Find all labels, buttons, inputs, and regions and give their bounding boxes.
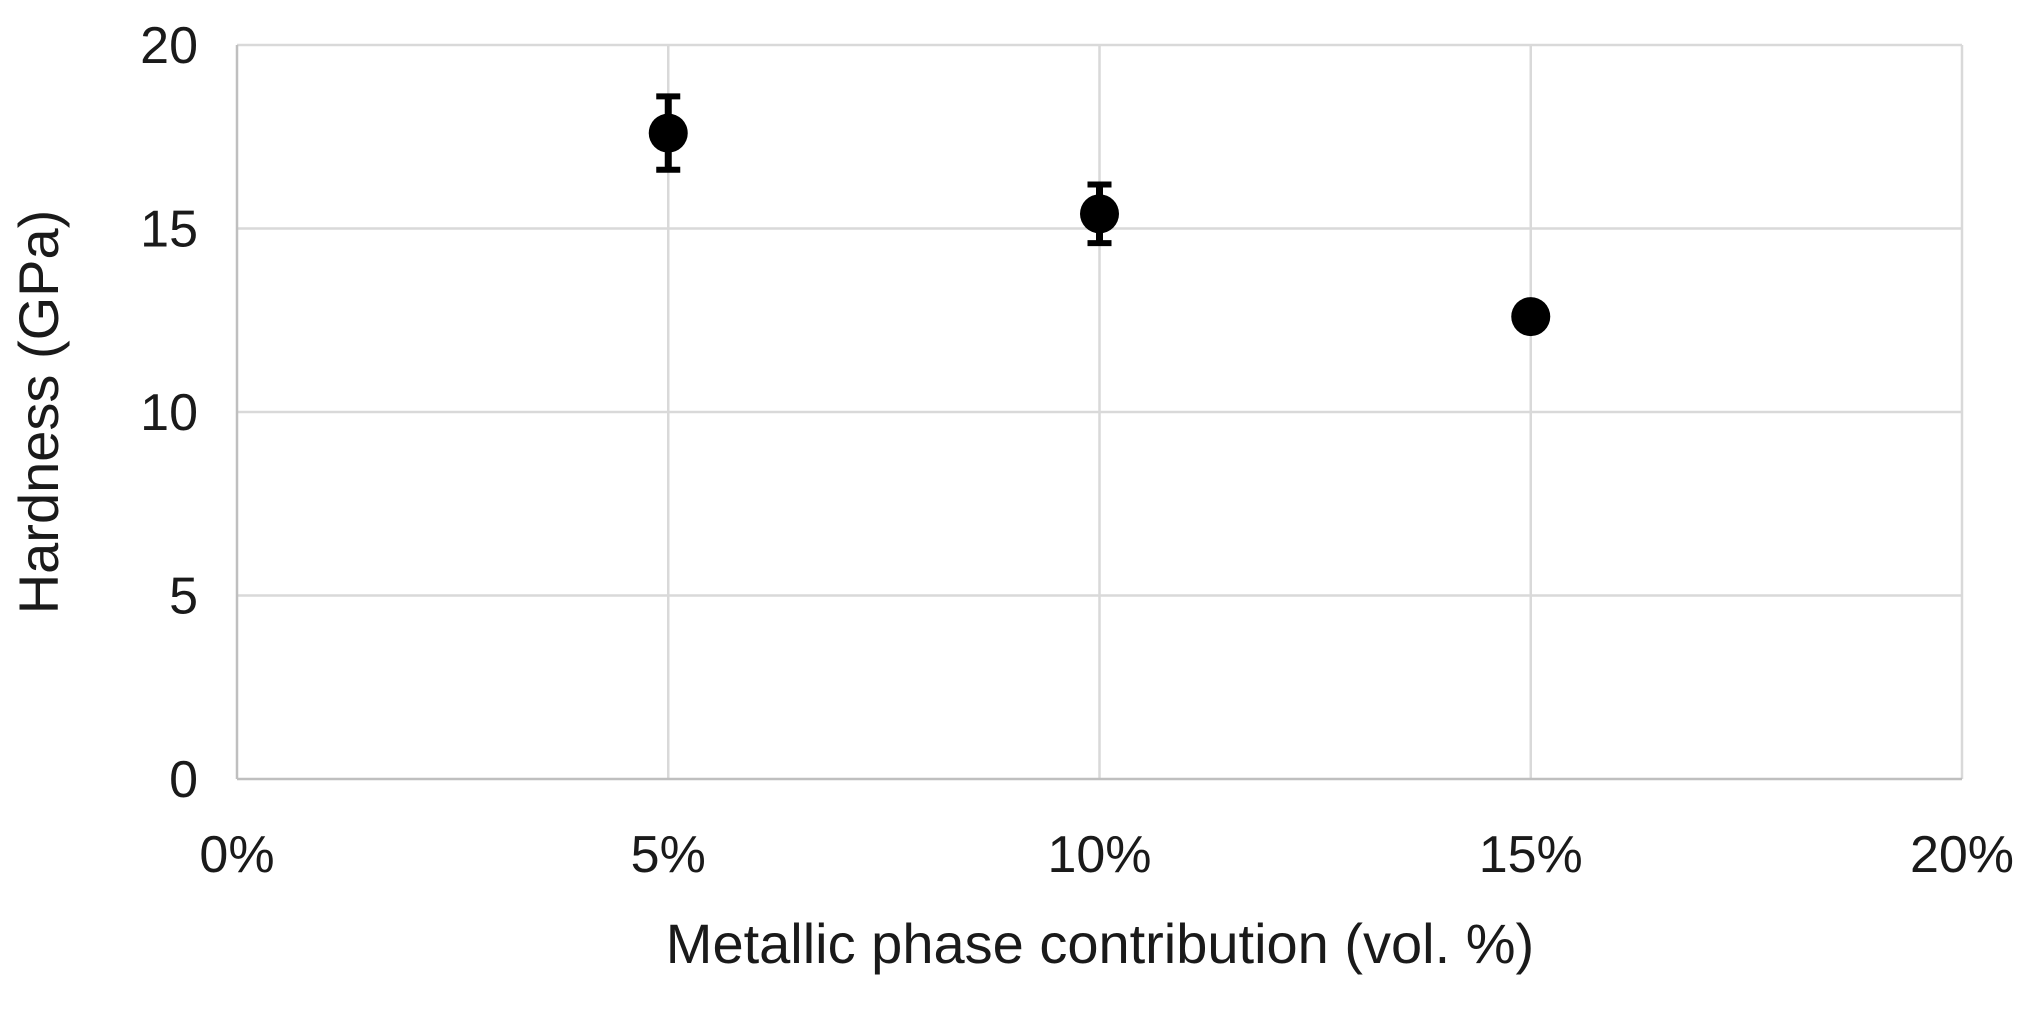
axis-lines (235, 45, 1962, 781)
data-point-5pct (648, 113, 688, 153)
y-tick-label: 0 (169, 751, 198, 809)
y-tick-label: 15 (140, 201, 198, 259)
x-tick-label: 15% (1479, 826, 1583, 884)
y-tick-label: 5 (169, 568, 198, 626)
x-tick-label: 20% (1910, 826, 2014, 884)
data-series (648, 93, 1551, 337)
y-tick-label: 20 (140, 17, 198, 75)
x-tick-label: 0% (199, 826, 274, 884)
gridlines (237, 43, 1964, 779)
y-axis-tick-labels: 0 5 10 15 20 (140, 17, 198, 809)
data-point-10pct (1080, 194, 1119, 234)
data-point-15pct (1511, 297, 1551, 337)
y-tick-label: 10 (140, 384, 198, 442)
x-axis-title: Metallic phase contribution (vol. %) (666, 912, 1534, 975)
x-axis-tick-labels: 0% 5% 10% 15% 20% (199, 826, 2014, 884)
y-axis-title: Hardness (GPa) (7, 210, 70, 615)
x-tick-label: 5% (631, 826, 706, 884)
x-tick-label: 10% (1047, 826, 1151, 884)
